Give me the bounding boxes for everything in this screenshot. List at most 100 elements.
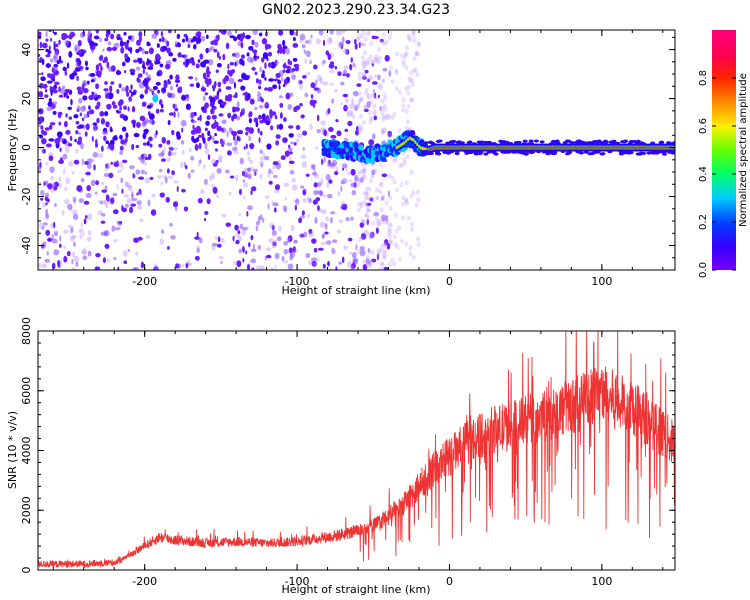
- heatmap-cell: [181, 38, 186, 43]
- heatmap-cell: [292, 36, 296, 42]
- heatmap-cell: [352, 90, 359, 97]
- heatmap-cell: [408, 37, 413, 43]
- heatmap-cell: [361, 42, 367, 47]
- heatmap-cell: [185, 262, 189, 269]
- heatmap-cell: [48, 138, 55, 142]
- heatmap-cell: [111, 46, 118, 52]
- heatmap-cell: [120, 177, 124, 184]
- heatmap-cell: [167, 175, 174, 180]
- heatmap-cell: [299, 102, 303, 107]
- heatmap-cell: [423, 152, 429, 156]
- heatmap-cell: [181, 127, 184, 133]
- heatmap-cell: [38, 165, 42, 172]
- heatmap-cell: [483, 152, 489, 156]
- heatmap-cell: [442, 150, 448, 154]
- snr-series: [38, 331, 675, 568]
- heatmap-cell: [362, 200, 367, 206]
- heatmap-cell: [72, 251, 75, 259]
- heatmap-cell: [273, 207, 277, 213]
- heatmap-cell: [260, 162, 264, 168]
- heatmap-cell: [106, 46, 113, 52]
- heatmap-cell: [387, 233, 392, 239]
- heatmap-cell: [529, 146, 532, 149]
- heatmap-cell: [185, 103, 191, 111]
- heatmap-cell: [366, 57, 371, 63]
- heatmap-cell: [283, 241, 288, 246]
- heatmap-cell: [254, 171, 257, 176]
- heatmap-cell: [282, 208, 287, 212]
- heatmap-cell: [387, 35, 392, 41]
- heatmap-cell: [309, 60, 312, 65]
- heatmap-cell: [262, 52, 269, 60]
- heatmap-cell: [280, 155, 286, 161]
- heatmap-cell: [542, 146, 545, 149]
- heatmap-cell: [75, 148, 79, 154]
- y-tick-label: 0: [20, 567, 33, 574]
- heatmap-cell: [137, 73, 143, 78]
- heatmap-cell: [257, 91, 261, 99]
- heatmap-cell: [213, 140, 219, 144]
- heatmap-cell: [546, 146, 549, 149]
- heatmap-cell: [365, 208, 370, 214]
- heatmap-cell: [40, 197, 44, 201]
- heatmap-cell: [548, 142, 554, 146]
- heatmap-cell: [125, 182, 131, 187]
- heatmap-cell: [372, 89, 375, 93]
- heatmap-cell: [407, 35, 412, 41]
- heatmap-cell: [401, 59, 406, 65]
- heatmap-cell: [42, 202, 46, 208]
- heatmap-cell: [375, 252, 380, 258]
- heatmap-cell: [425, 148, 428, 151]
- heatmap-cell: [206, 198, 211, 205]
- heatmap-cell: [498, 146, 501, 149]
- heatmap-cell: [183, 161, 186, 168]
- heatmap-cell: [473, 150, 479, 154]
- heatmap-cell: [335, 166, 339, 172]
- heatmap-cell: [142, 69, 145, 74]
- heatmap-cell: [324, 222, 328, 230]
- heatmap-cell: [334, 140, 341, 147]
- heatmap-cell: [409, 221, 414, 227]
- heatmap-cell: [652, 146, 655, 149]
- heatmap-cell: [42, 148, 46, 154]
- heatmap-cell: [86, 80, 90, 85]
- heatmap-cell: [225, 169, 230, 174]
- heatmap-cell: [128, 89, 132, 94]
- heatmap-cell: [290, 224, 295, 232]
- heatmap-cell: [351, 189, 356, 196]
- heatmap-cell: [185, 58, 190, 66]
- heatmap-cell: [276, 159, 281, 167]
- heatmap-cell: [458, 146, 461, 149]
- heatmap-cell: [375, 227, 379, 234]
- heatmap-cell: [375, 217, 380, 223]
- heatmap-cell: [85, 66, 89, 71]
- heatmap-cell: [176, 33, 181, 40]
- heatmap-cell: [104, 110, 109, 117]
- heatmap-cell: [263, 155, 270, 161]
- heatmap-cell: [300, 114, 305, 119]
- heatmap-cell: [366, 202, 372, 207]
- heatmap-cell: [226, 30, 232, 36]
- heatmap-cell: [390, 115, 395, 121]
- heatmap-cell: [500, 146, 503, 149]
- heatmap-cell: [187, 44, 191, 49]
- heatmap-cell: [166, 92, 170, 97]
- heatmap-cell: [278, 84, 281, 90]
- heatmap-cell: [123, 105, 127, 110]
- heatmap-cell: [144, 171, 148, 175]
- heatmap-cell: [404, 86, 409, 92]
- heatmap-cell: [146, 104, 152, 109]
- heatmap-cell: [283, 182, 290, 188]
- heatmap-cell: [317, 205, 320, 212]
- heatmap-cell: [414, 141, 417, 144]
- heatmap-cell: [45, 63, 51, 69]
- heatmap-cell: [292, 57, 298, 62]
- heatmap-cell: [381, 32, 386, 38]
- heatmap-cell: [567, 151, 573, 155]
- heatmap-cell: [186, 37, 193, 44]
- heatmap-cell: [185, 35, 189, 42]
- heatmap-cell: [259, 149, 263, 154]
- heatmap-cell: [361, 219, 365, 223]
- heatmap-cell: [281, 255, 285, 262]
- heatmap-cell: [359, 113, 364, 119]
